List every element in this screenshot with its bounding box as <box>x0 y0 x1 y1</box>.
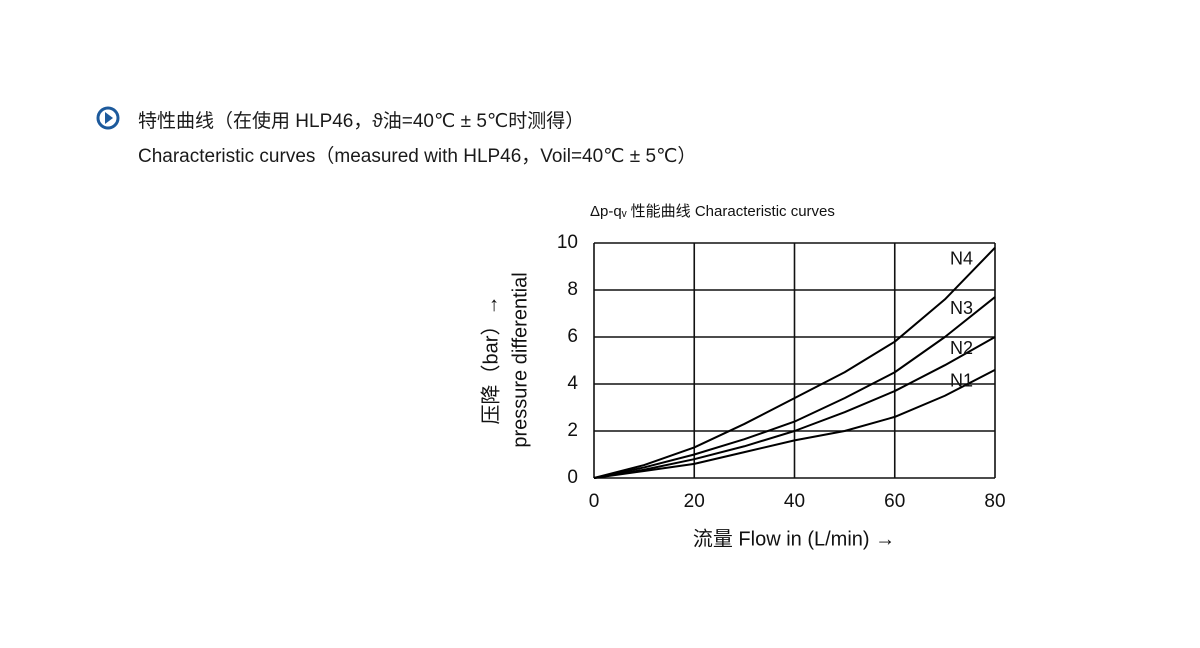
series-label: N3 <box>950 298 973 318</box>
x-tick-label: 80 <box>984 491 1005 512</box>
x-axis-label: 流量 Flow in (L/min) → <box>693 527 895 550</box>
x-tick-label: 60 <box>884 491 905 512</box>
x-tick-label: 20 <box>684 491 705 512</box>
y-tick-label: 0 <box>567 467 578 488</box>
y-tick-label: 10 <box>557 232 578 253</box>
y-tick-label: 4 <box>567 373 578 394</box>
y-axis-label: 压降（bar）→ <box>479 296 502 425</box>
bullet-icon <box>96 106 120 130</box>
x-tick-label: 0 <box>589 491 600 512</box>
heading-cn: 特性曲线（在使用 HLP46，ϑ油=40℃ ± 5℃时测得） <box>138 111 585 132</box>
curve <box>593 369 996 479</box>
curve <box>593 247 996 479</box>
curve <box>593 296 996 479</box>
chart-title: Δp-qᵥ 性能曲线 Characteristic curves <box>590 203 835 220</box>
heading-en: Characteristic curves（measured with HLP4… <box>138 146 697 167</box>
y-tick-label: 2 <box>567 420 578 441</box>
y-tick-label: 6 <box>567 326 578 347</box>
x-tick-label: 40 <box>784 491 805 512</box>
series-label: N4 <box>950 248 973 268</box>
series-label: N2 <box>950 338 973 358</box>
curve <box>593 336 996 479</box>
series-label: N1 <box>950 371 973 391</box>
y-axis-label: pressure differential <box>509 272 531 447</box>
y-tick-label: 8 <box>567 279 578 300</box>
